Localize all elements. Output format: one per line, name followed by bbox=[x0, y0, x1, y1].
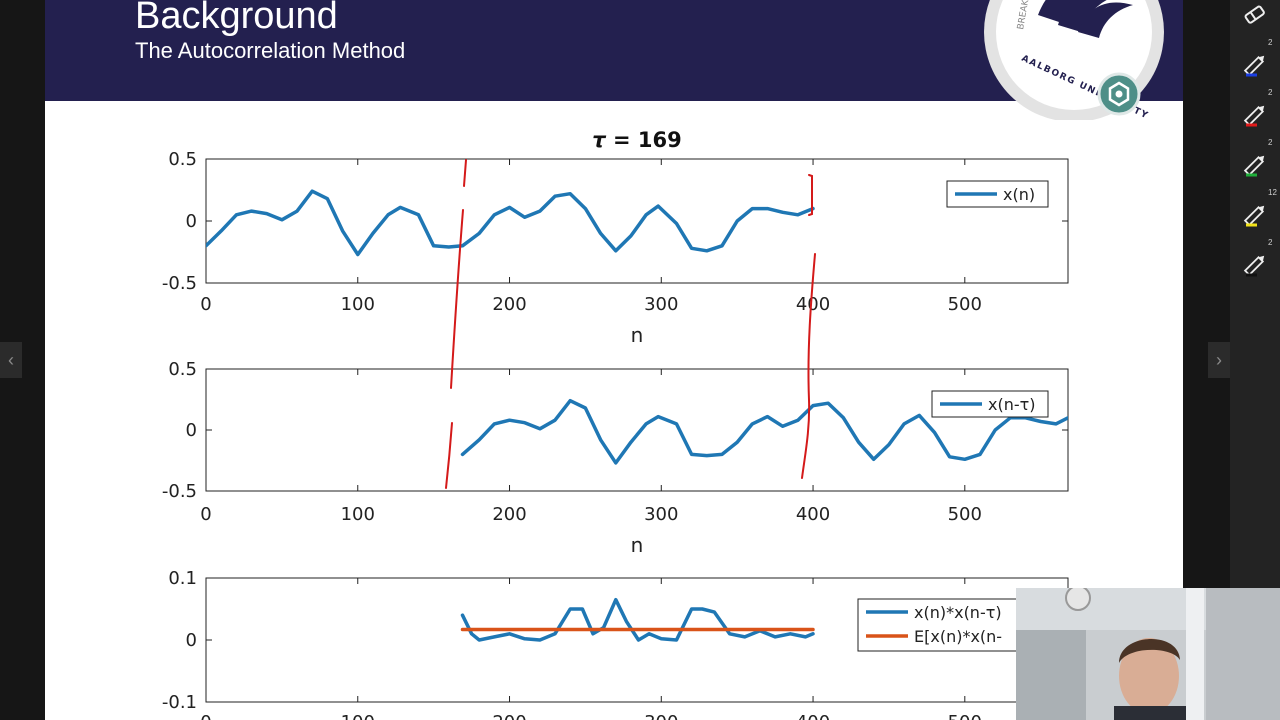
figure: τ = 169 0 100 200 300 400 500-0.500.5nx(n)0 10… bbox=[162, 128, 1069, 720]
eraser-icon[interactable] bbox=[1240, 0, 1270, 30]
subplot-1: 0 100 200 300 400 500-0.500.5nx(n) bbox=[162, 149, 1069, 347]
tool-count-badge: 2 bbox=[1268, 138, 1273, 147]
x-tick-label: 200 bbox=[492, 504, 526, 525]
x-axis-label: n bbox=[631, 323, 644, 347]
x-tick-label: 0 bbox=[200, 504, 211, 525]
y-tick-label: 0 bbox=[186, 630, 197, 651]
figure-title-value: 169 bbox=[638, 128, 682, 152]
y-tick-label: 0 bbox=[186, 420, 197, 441]
pen-red-icon[interactable] bbox=[1240, 100, 1270, 130]
tool-count-badge: 12 bbox=[1268, 188, 1277, 197]
subplot-2: 0 100 200 300 400 500-0.500.5nx(n-τ) bbox=[162, 359, 1069, 557]
x-tick-label: 400 bbox=[796, 294, 830, 315]
legend-2: x(n-τ) bbox=[931, 390, 1049, 418]
x-tick-label: 400 bbox=[796, 504, 830, 525]
y-tick-label: 0.1 bbox=[168, 568, 197, 589]
y-tick-label: 0.5 bbox=[168, 359, 197, 380]
x-tick-label: 0 bbox=[200, 294, 211, 315]
x-tick-label: 100 bbox=[341, 712, 375, 720]
presenter-webcam bbox=[1016, 588, 1280, 720]
x-tick-label: 300 bbox=[644, 712, 678, 720]
y-tick-label: -0.5 bbox=[162, 273, 197, 294]
x-tick-label: 500 bbox=[948, 504, 982, 525]
y-tick-label: -0.1 bbox=[162, 692, 197, 713]
pen-annotation-stroke bbox=[808, 174, 813, 216]
slide-title: Background bbox=[135, 0, 338, 37]
y-tick-label: 0 bbox=[186, 211, 197, 232]
series-line-1 bbox=[460, 398, 1068, 465]
pen-annotation-stroke bbox=[445, 422, 453, 489]
x-tick-label: 300 bbox=[644, 504, 678, 525]
legend-label: x(n-τ) bbox=[988, 395, 1036, 414]
x-tick-label: 500 bbox=[948, 294, 982, 315]
pen-green-icon[interactable] bbox=[1240, 150, 1270, 180]
plot-area-2 bbox=[205, 368, 1069, 492]
pen-annotation-stroke bbox=[801, 253, 816, 479]
y-tick-label: 0.5 bbox=[168, 149, 197, 170]
x-tick-label: 300 bbox=[644, 294, 678, 315]
x-tick-label: 0 bbox=[200, 712, 211, 720]
tool-count-badge: 2 bbox=[1268, 38, 1273, 47]
next-slide-button[interactable]: › bbox=[1208, 342, 1230, 378]
pen-annotation-stroke bbox=[463, 159, 467, 187]
pen-blue-icon[interactable] bbox=[1240, 50, 1270, 80]
x-tick-label: 500 bbox=[948, 712, 982, 720]
x-tick-label: 100 bbox=[341, 504, 375, 525]
legend-label: x(n) bbox=[1003, 185, 1035, 204]
plot-area-1 bbox=[205, 158, 1069, 284]
x-tick-label: 100 bbox=[341, 294, 375, 315]
slide-subtitle: The Autocorrelation Method bbox=[135, 38, 406, 63]
legend-1: x(n) bbox=[946, 180, 1049, 208]
figure-title-prefix: τ = bbox=[592, 128, 638, 152]
figure-title: τ = 169 bbox=[592, 128, 681, 152]
legend-label: E[x(n)*x(n- bbox=[914, 627, 1002, 646]
pen-annotation-stroke bbox=[450, 209, 464, 389]
slide: Background The Autocorrelation Method τ … bbox=[45, 0, 1183, 720]
tool-count-badge: 2 bbox=[1268, 88, 1273, 97]
university-logo: BREAK AALBORG UNIVERSITY bbox=[984, 0, 1164, 120]
x-axis-label: n bbox=[631, 533, 644, 557]
pen-black-icon[interactable] bbox=[1240, 250, 1270, 280]
tool-count-badge: 2 bbox=[1268, 238, 1273, 247]
pen-yellow-icon[interactable] bbox=[1240, 200, 1270, 230]
legend-label: x(n)*x(n-τ) bbox=[914, 603, 1002, 622]
y-tick-label: -0.5 bbox=[162, 481, 197, 502]
series-line-1 bbox=[206, 189, 815, 257]
x-tick-label: 200 bbox=[492, 712, 526, 720]
previous-slide-button[interactable]: ‹ bbox=[0, 342, 22, 378]
x-tick-label: 400 bbox=[796, 712, 830, 720]
subplot-3: 0100200300400500-0.100.1x(n)*x(n-τ)E[x(n… bbox=[162, 568, 1069, 720]
x-tick-label: 200 bbox=[492, 294, 526, 315]
